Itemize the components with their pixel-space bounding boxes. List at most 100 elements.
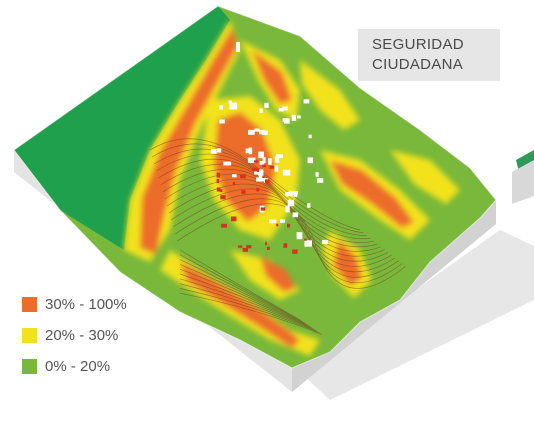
contour-line xyxy=(179,264,308,326)
risk-point xyxy=(260,207,266,211)
risk-point xyxy=(241,190,246,194)
building xyxy=(254,128,260,132)
risk-zone-high xyxy=(330,160,414,228)
building xyxy=(210,149,217,154)
building xyxy=(292,212,299,218)
building xyxy=(274,165,279,172)
title-line-2: CIUDADANA xyxy=(372,56,464,73)
risk-point xyxy=(304,238,307,241)
contour-line xyxy=(170,188,396,273)
map-title-box: SEGURIDAD CIUDADANA xyxy=(358,29,500,81)
contour-line xyxy=(177,203,406,289)
risk-point xyxy=(246,245,252,249)
risk-point xyxy=(257,168,260,172)
risk-point xyxy=(221,223,227,228)
risk-point xyxy=(216,187,221,192)
contour-line xyxy=(156,153,371,240)
legend-swatch-mid xyxy=(22,328,37,343)
risk-zone-high xyxy=(140,28,238,254)
building xyxy=(282,118,289,122)
building xyxy=(285,205,290,213)
risk-zone-high xyxy=(252,50,292,104)
terrain-outline xyxy=(13,5,497,369)
building xyxy=(282,169,291,176)
building xyxy=(274,156,280,163)
risk-zone-mid xyxy=(390,150,460,204)
building xyxy=(223,161,232,166)
legend-label-high: 30% - 100% xyxy=(45,296,127,313)
risk-point xyxy=(253,160,259,163)
legend-item-mid: 20% - 30% xyxy=(22,320,127,351)
risk-point xyxy=(269,165,275,169)
building xyxy=(304,240,312,247)
building xyxy=(307,157,313,164)
building xyxy=(278,108,284,112)
building xyxy=(245,148,250,154)
risk-point xyxy=(262,164,266,168)
risk-point xyxy=(256,187,260,192)
contour-line xyxy=(179,259,305,324)
contour-line xyxy=(151,143,364,234)
building xyxy=(261,130,268,135)
building xyxy=(291,114,297,121)
building xyxy=(248,147,253,155)
building xyxy=(293,192,298,197)
risk-point xyxy=(252,167,258,171)
contour-line xyxy=(179,288,320,334)
building xyxy=(232,174,237,178)
contour-line xyxy=(179,268,310,327)
building xyxy=(308,134,312,139)
building xyxy=(275,154,284,158)
risk-point xyxy=(231,216,237,222)
contour-line xyxy=(172,193,399,278)
building xyxy=(229,102,238,110)
building xyxy=(259,160,264,165)
legend-swatch-low xyxy=(22,359,37,374)
risk-point xyxy=(266,246,270,250)
contour-line xyxy=(162,168,382,252)
building xyxy=(259,108,263,114)
risk-point xyxy=(220,189,223,193)
neighbor-block-side xyxy=(512,160,534,204)
building xyxy=(284,192,293,197)
building xyxy=(297,115,301,119)
contour-line xyxy=(179,249,301,321)
risk-point xyxy=(237,245,243,248)
title-line-1: SEGURIDAD xyxy=(372,36,464,53)
block-shadow xyxy=(300,230,534,400)
contour-line xyxy=(179,278,315,330)
legend: 30% - 100% 20% - 30% 0% - 20% xyxy=(22,289,127,382)
building xyxy=(282,106,288,111)
building xyxy=(247,157,256,163)
risk-point xyxy=(242,248,248,252)
building xyxy=(317,178,324,183)
risk-point xyxy=(232,181,235,185)
building xyxy=(279,219,286,223)
building xyxy=(287,199,295,207)
building xyxy=(248,129,255,135)
building xyxy=(219,105,223,110)
risk-point xyxy=(265,242,268,246)
risk-point xyxy=(216,172,221,178)
risk-zone-high xyxy=(214,112,276,222)
building xyxy=(288,190,294,196)
building xyxy=(258,151,264,159)
building xyxy=(219,119,225,124)
building xyxy=(303,99,310,104)
contour-line xyxy=(179,254,303,322)
building xyxy=(264,102,269,108)
building xyxy=(315,172,319,177)
building xyxy=(268,158,272,165)
risk-point xyxy=(220,195,226,200)
risk-point xyxy=(240,174,246,179)
legend-label-mid: 20% - 30% xyxy=(45,327,119,344)
contour-line xyxy=(175,198,403,284)
building xyxy=(256,177,263,182)
building xyxy=(217,148,222,153)
building xyxy=(236,42,240,52)
risk-point xyxy=(264,179,270,184)
building xyxy=(254,171,259,175)
risk-point xyxy=(283,243,288,248)
risk-zone-high xyxy=(260,256,296,292)
risk-point xyxy=(287,223,291,228)
